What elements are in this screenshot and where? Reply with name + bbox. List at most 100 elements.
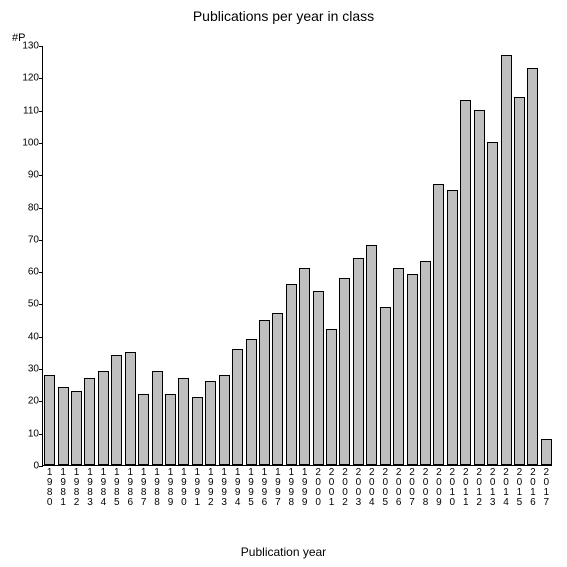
ytick-label: 130 (13, 41, 39, 52)
bar (286, 284, 297, 465)
bar (138, 394, 149, 465)
bar (84, 378, 95, 465)
chart-title: Publications per year in class (0, 8, 567, 24)
ytick-mark (39, 466, 43, 467)
bar (433, 184, 444, 465)
bar (501, 55, 512, 465)
bar (407, 274, 418, 465)
ytick-label: 20 (13, 396, 39, 407)
bar (474, 110, 485, 465)
bar (393, 268, 404, 465)
xtick-label: 2 0 0 7 (407, 468, 417, 508)
xtick-label: 1 9 8 5 (112, 468, 122, 508)
xtick-label: 1 9 9 9 (300, 468, 310, 508)
bar (246, 339, 257, 465)
plot-area: 0102030405060708090100110120130 1 9 8 01… (42, 46, 552, 466)
bar (366, 245, 377, 465)
xtick-label: 2 0 0 0 (313, 468, 323, 508)
bars-group (43, 46, 552, 465)
ytick-label: 50 (13, 299, 39, 310)
xtick-label: 1 9 8 6 (125, 468, 135, 508)
ytick-mark (39, 46, 43, 47)
bar (527, 68, 538, 465)
xaxis-label: Publication year (0, 545, 567, 559)
ytick-mark (39, 208, 43, 209)
ytick-mark (39, 240, 43, 241)
ytick-label: 110 (13, 105, 39, 116)
bar (232, 349, 243, 465)
bar (205, 381, 216, 465)
xtick-label: 1 9 9 8 (286, 468, 296, 508)
xtick-label: 2 0 1 5 (514, 468, 524, 508)
ytick-label: 0 (13, 461, 39, 472)
bar (98, 371, 109, 465)
ytick-label: 60 (13, 267, 39, 278)
bar (447, 190, 458, 465)
bar (313, 291, 324, 465)
ytick-mark (39, 143, 43, 144)
xtick-label: 2 0 0 4 (367, 468, 377, 508)
xtick-label: 1 9 8 9 (166, 468, 176, 508)
bar (326, 329, 337, 465)
ytick-label: 10 (13, 428, 39, 439)
ytick-mark (39, 401, 43, 402)
xtick-label: 1 9 8 4 (98, 468, 108, 508)
ytick-mark (39, 337, 43, 338)
ytick-label: 90 (13, 170, 39, 181)
bar (178, 378, 189, 465)
ytick-mark (39, 78, 43, 79)
xtick-label: 1 9 8 3 (85, 468, 95, 508)
xtick-label: 2 0 0 6 (394, 468, 404, 508)
bar (111, 355, 122, 465)
xtick-label: 1 9 8 0 (45, 468, 55, 508)
ytick-label: 40 (13, 331, 39, 342)
xtick-label: 1 9 8 8 (152, 468, 162, 508)
bar (460, 100, 471, 465)
ytick-label: 80 (13, 202, 39, 213)
xtick-label: 1 9 9 2 (206, 468, 216, 508)
ytick-mark (39, 175, 43, 176)
xtick-label: 2 0 1 0 (447, 468, 457, 508)
xtick-label: 2 0 1 1 (461, 468, 471, 508)
xtick-label: 2 0 0 5 (380, 468, 390, 508)
xtick-label: 1 9 8 7 (139, 468, 149, 508)
xtick-label: 2 0 0 8 (421, 468, 431, 508)
xtick-label: 2 0 1 7 (541, 468, 551, 508)
xtick-label: 2 0 0 2 (340, 468, 350, 508)
bar (380, 307, 391, 465)
xtick-label: 1 9 9 7 (273, 468, 283, 508)
ytick-label: 70 (13, 234, 39, 245)
xtick-label: 1 9 9 4 (233, 468, 243, 508)
ytick-mark (39, 304, 43, 305)
ytick-mark (39, 369, 43, 370)
ytick-label: 120 (13, 73, 39, 84)
chart-container: Publications per year in class #P 010203… (0, 0, 567, 567)
xtick-label: 1 9 9 3 (219, 468, 229, 508)
bar (353, 258, 364, 465)
xtick-label: 1 9 9 1 (192, 468, 202, 508)
bar (514, 97, 525, 465)
bar (541, 439, 552, 465)
bar (165, 394, 176, 465)
xtick-label: 2 0 1 3 (488, 468, 498, 508)
xtick-label: 1 9 8 2 (72, 468, 82, 508)
bar (259, 320, 270, 465)
bar (44, 375, 55, 465)
ytick-mark (39, 272, 43, 273)
xtick-label: 2 0 0 1 (327, 468, 337, 508)
bar (420, 261, 431, 465)
ytick-label: 100 (13, 137, 39, 148)
xtick-label: 1 9 9 0 (179, 468, 189, 508)
bar (219, 375, 230, 465)
xtick-label: 1 9 8 1 (58, 468, 68, 508)
bar (487, 142, 498, 465)
xtick-label: 2 0 1 2 (474, 468, 484, 508)
bar (58, 387, 69, 465)
ytick-mark (39, 434, 43, 435)
xtick-label: 1 9 9 6 (259, 468, 269, 508)
xtick-label: 2 0 0 3 (353, 468, 363, 508)
ytick-mark (39, 111, 43, 112)
bar (125, 352, 136, 465)
xtick-label: 2 0 1 4 (501, 468, 511, 508)
bar (71, 391, 82, 465)
